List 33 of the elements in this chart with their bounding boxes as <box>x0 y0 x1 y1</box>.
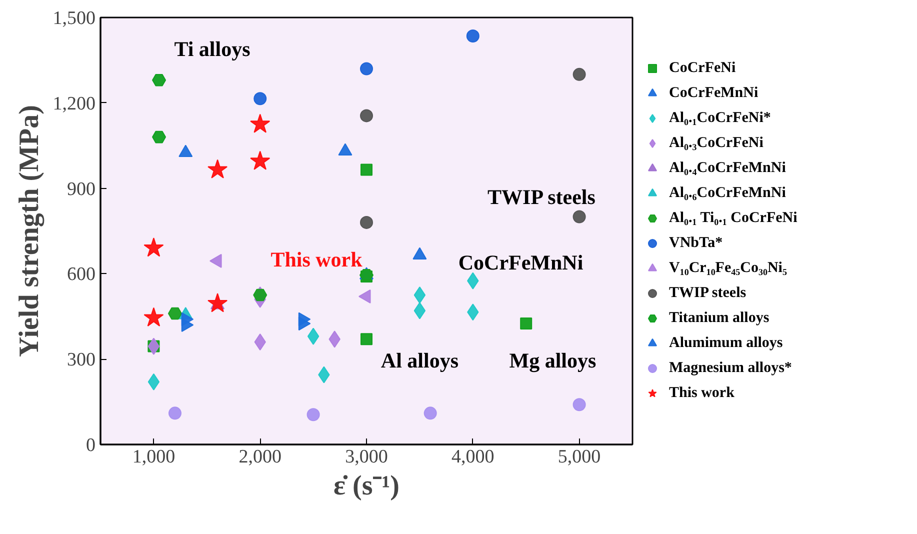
legend-label: Magnesium alloys* <box>669 358 792 378</box>
y-tick-label: 0 <box>86 435 96 456</box>
legend-label: Al₀.₁ Ti₀.₁ CoCrFeNi <box>669 208 798 228</box>
annotation: CoCrFeMnNi <box>458 250 584 274</box>
legend-label: This work <box>669 384 734 402</box>
annotation: This work <box>270 247 363 272</box>
x-tick-label: 4,000 <box>452 446 494 468</box>
annotation: Al alloys <box>380 348 458 373</box>
legend-label: V₁₀Cr₁₀Fe₄₅Co₃₀Ni₅ <box>669 258 787 278</box>
annotation: TWIP steels <box>488 184 596 209</box>
x-tick-label: 3,000 <box>345 446 388 468</box>
y-tick-label: 900 <box>67 178 96 200</box>
legend-label: VNbTa* <box>669 234 723 252</box>
annotation: Ti alloys <box>174 36 250 61</box>
y-axis-title: Yield strength (MPa) <box>14 105 45 357</box>
y-tick-label: 300 <box>67 350 96 371</box>
y-tick-label: 1,500 <box>52 8 96 29</box>
annotation: Mg alloys <box>509 348 596 373</box>
legend-label: Alumimum alloys <box>669 334 783 352</box>
legend-label: Al₀.₃CoCrFeNi <box>669 134 764 152</box>
x-tick-label: 5,000 <box>558 446 601 468</box>
legend-label: CoCrFeMnNi <box>669 84 758 102</box>
x-axis-title: ε̇ (s⁻¹) <box>334 470 400 502</box>
legend-label: Al₀.₄CoCrFeMnNi <box>669 158 786 178</box>
y-tick-label: 1,200 <box>52 93 96 114</box>
x-tick-label: 2,000 <box>238 446 282 468</box>
legend-label: CoCrFeNi <box>669 58 736 78</box>
legend-label: Al₀.₁CoCrFeNi* <box>669 108 771 128</box>
legend-label: TWIP steels <box>669 284 746 302</box>
legend-label: Titanium alloys <box>669 308 770 328</box>
legend-label: Al₀.₆CoCrFeMnNi <box>669 184 786 202</box>
x-tick-label: 1,000 <box>132 446 176 468</box>
y-tick-label: 600 <box>67 264 96 286</box>
